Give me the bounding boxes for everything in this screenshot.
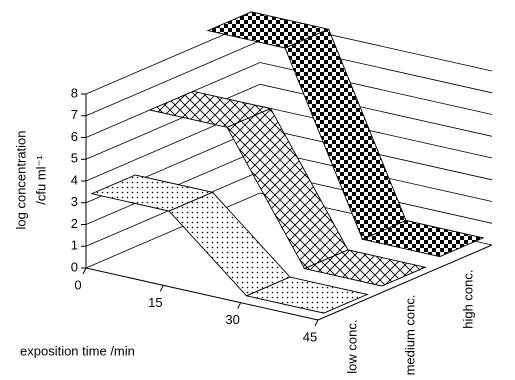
ribbon-segment [303,249,427,287]
series-label: medium conc. [402,295,417,376]
y-tick-label: 4 [71,172,78,187]
x-tick [82,267,87,275]
x-axis [85,267,319,321]
y-tick-label: 6 [71,129,78,144]
z-axis [317,244,493,321]
y-tick-label: 7 [71,107,78,122]
y-tick-label: 0 [71,259,78,274]
x-tick [314,319,319,327]
y-tick-label: 8 [71,85,78,100]
x-tick [237,302,242,309]
x-tick-label: 15 [148,295,162,310]
ribbon-segment [361,220,485,258]
series-label: high conc. [460,270,475,329]
y-axis-label: log concentration [13,130,28,229]
y-tick-label: 3 [71,194,78,209]
grid-line [85,83,493,160]
x-tick-label: 30 [225,312,239,327]
y-axis-label: /cfu ml⁻¹ [33,155,48,205]
series-label: low conc. [344,320,359,374]
grid-line [85,62,493,138]
x-tick-label: 45 [303,329,317,344]
y-tick-label: 5 [71,151,78,166]
x-tick-label: 0 [74,277,81,292]
y-tick-label: 1 [71,238,78,253]
x-axis-label: exposition time /min [20,343,135,358]
y-tick-label: 2 [71,216,78,231]
ribbon-segment [245,276,369,314]
x-tick [159,285,164,292]
